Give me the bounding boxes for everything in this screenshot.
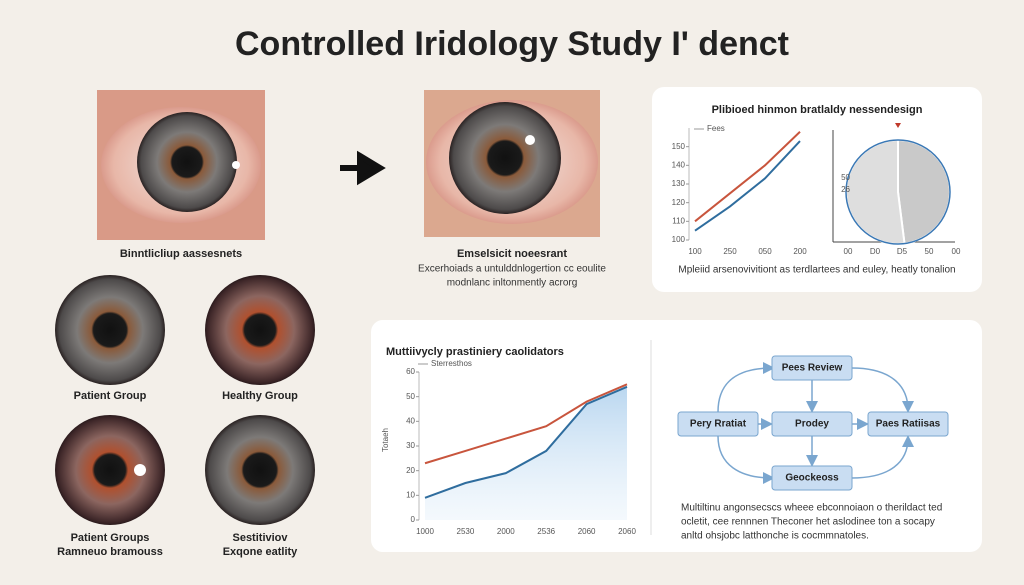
group-label: Ramneuo bramouss bbox=[57, 546, 163, 558]
y-tick-label: 30 bbox=[406, 441, 415, 450]
y-tick-label: 50 bbox=[841, 173, 850, 182]
title: Controlled Iridology Study I' denct bbox=[235, 25, 789, 63]
caption: Multiltinu angonsecscs wheee ebconnoiaon… bbox=[681, 503, 942, 514]
y-tick-label: 0 bbox=[411, 515, 416, 524]
node-box bbox=[867, 411, 949, 437]
eye-photo-after bbox=[424, 90, 600, 237]
node-box bbox=[771, 355, 853, 381]
caption: Binntlicliup aassesnets bbox=[120, 248, 242, 260]
flow-node: Pees Review bbox=[771, 355, 853, 381]
area bbox=[425, 386, 627, 520]
caption: anltd ohsjobc latthonche is cocmmnatoles… bbox=[681, 531, 869, 542]
group-label: Exqone eatlity bbox=[223, 546, 298, 558]
x-tick-label: 00 bbox=[952, 247, 961, 256]
y-tick-label: 110 bbox=[672, 216, 685, 225]
pie-ring bbox=[845, 139, 951, 245]
pin bbox=[895, 123, 901, 128]
x-tick-label: 250 bbox=[723, 247, 737, 256]
eye-photo-before bbox=[97, 90, 265, 240]
line bbox=[694, 140, 801, 232]
x-tick-label: 2060 bbox=[578, 527, 596, 536]
y-tick-label: 60 bbox=[406, 367, 415, 376]
y-tick-label: 140 bbox=[672, 160, 686, 169]
group-label: Patient Groups bbox=[71, 532, 150, 544]
node-box bbox=[677, 411, 759, 437]
y-tick-label: 120 bbox=[672, 198, 686, 207]
legend-label: Fees bbox=[707, 124, 725, 133]
x-tick-label: 00 bbox=[844, 247, 853, 256]
x-tick-label: 1000 bbox=[416, 527, 434, 536]
y-tick-label: 130 bbox=[672, 179, 686, 188]
arrow bbox=[340, 150, 386, 186]
node-box bbox=[771, 465, 853, 491]
flow-arrows bbox=[717, 362, 914, 484]
group-label: Healthy Group bbox=[222, 390, 298, 402]
group-label: Sestitiviov bbox=[232, 532, 288, 544]
flow-node: Pery Rratiat bbox=[677, 411, 759, 437]
x-tick-label: 2536 bbox=[537, 527, 555, 536]
legend-label: Sterresthos bbox=[431, 359, 472, 368]
y-tick-label: 20 bbox=[406, 466, 415, 475]
panel-title: Plibioed hinmon bratlaldy nessendesign bbox=[712, 104, 923, 116]
y-tick-label: 40 bbox=[406, 416, 415, 425]
x-tick-label: 2000 bbox=[497, 527, 515, 536]
x-tick-label: 050 bbox=[758, 247, 772, 256]
x-tick-label: 2530 bbox=[457, 527, 475, 536]
y-tick-label: 150 bbox=[672, 142, 686, 151]
x-tick-label: 50 bbox=[925, 247, 934, 256]
line bbox=[424, 385, 628, 499]
caption: ocletit, cee rennnen Theconer het aslodi… bbox=[681, 517, 935, 528]
y-tick-label: 10 bbox=[406, 490, 415, 499]
x-tick-label: 100 bbox=[688, 247, 702, 256]
y-axis-label: Totaeh bbox=[381, 428, 390, 452]
x-tick-label: 200 bbox=[793, 247, 807, 256]
y-tick-label: 26 bbox=[841, 185, 850, 194]
chart-title: Muttiivycly prastiniery caolidators bbox=[386, 346, 564, 358]
node-label: Paes Ratiisas bbox=[876, 419, 941, 430]
line bbox=[694, 131, 801, 223]
y-tick-label: 100 bbox=[672, 235, 686, 244]
flow-node: Prodey bbox=[771, 411, 853, 437]
group-eyes bbox=[55, 275, 315, 525]
caption: Emselsicit noeesrant bbox=[457, 248, 567, 260]
node-label: Prodey bbox=[795, 419, 829, 430]
x-tick-label: D5 bbox=[897, 247, 908, 256]
group-label: Patient Group bbox=[74, 390, 147, 402]
flow-node: Paes Ratiisas bbox=[867, 411, 949, 437]
line bbox=[424, 383, 628, 465]
description: modnlanc inltonmently acrorg bbox=[447, 278, 578, 289]
caption: Mpleiid arsenovivitiont as terdlartees a… bbox=[678, 265, 955, 276]
node-label: Geockeoss bbox=[785, 473, 839, 484]
node-label: Pees Review bbox=[782, 363, 843, 374]
y-tick-label: 50 bbox=[406, 392, 415, 401]
flow-node: Geockeoss bbox=[771, 465, 853, 491]
description: Excerhoiads a untulddnlogertion cc eouli… bbox=[418, 264, 606, 275]
node-label: Pery Rratiat bbox=[690, 419, 747, 430]
x-tick-label: D0 bbox=[870, 247, 881, 256]
node-box bbox=[771, 411, 853, 437]
x-tick-label: 2060 bbox=[618, 527, 636, 536]
